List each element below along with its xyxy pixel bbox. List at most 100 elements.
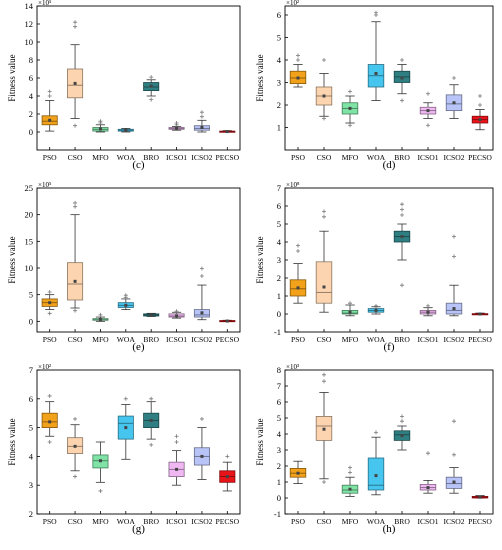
panel-label: (c) xyxy=(132,159,145,171)
y-tick-label: 15 xyxy=(25,236,34,246)
mean-marker xyxy=(200,126,204,129)
outlier-point xyxy=(225,454,230,459)
y-axis-label: Fitness value xyxy=(255,418,265,465)
y-tick-label: 5 xyxy=(29,423,33,433)
outlier-point xyxy=(47,94,52,98)
x-tick-label: BRO xyxy=(394,517,410,526)
y-tick-label: 6 xyxy=(277,10,281,20)
x-tick-label: CSO xyxy=(317,517,332,526)
x-tick-label: CSO xyxy=(68,153,83,162)
y-tick-label: 3 xyxy=(277,78,281,88)
x-tick-label: PECSO xyxy=(215,335,239,344)
box-PSO xyxy=(289,243,307,304)
y-tick-label: 3 xyxy=(277,445,281,455)
mean-marker xyxy=(322,427,326,431)
box-MFO xyxy=(92,441,109,493)
outlier-point xyxy=(47,290,52,294)
y-axis-label: Fitness value xyxy=(7,54,17,101)
x-tick-label: CSO xyxy=(317,153,332,162)
plot-frame xyxy=(36,187,241,333)
mean-marker xyxy=(374,474,378,478)
y-tick-label: 5 xyxy=(277,219,281,229)
box-PECSO xyxy=(219,454,236,492)
x-tick-label: PSO xyxy=(43,517,57,526)
outlier-point xyxy=(98,488,103,493)
mean-marker xyxy=(296,471,300,475)
outlier-point xyxy=(73,200,78,205)
box-ICSO2 xyxy=(193,266,210,321)
box-CSO xyxy=(67,20,84,128)
box-WOA xyxy=(117,396,134,460)
y-tick-label: 25 xyxy=(25,183,34,193)
x-tick-label: ICSO2 xyxy=(191,335,212,344)
mean-marker xyxy=(452,307,456,311)
y-axis-label: Fitness value xyxy=(255,54,265,101)
box-iqr xyxy=(315,261,333,304)
x-tick-label: MFO xyxy=(342,335,359,344)
y-tick-label: 10 xyxy=(25,37,34,47)
x-tick-label: BRO xyxy=(143,335,159,344)
x-tick-label: WOA xyxy=(367,335,386,344)
outlier-point xyxy=(400,202,404,207)
box-MFO xyxy=(92,312,109,322)
y-axis-label: Fitness value xyxy=(255,236,265,283)
outlier-point xyxy=(374,430,378,435)
x-tick-label: ICSO1 xyxy=(166,153,187,162)
x-tick-label: PECSO xyxy=(215,517,239,526)
box-ICSO2 xyxy=(445,234,463,317)
box-ICSO1 xyxy=(168,309,185,319)
box-PECSO xyxy=(219,319,236,323)
x-tick-label: WOA xyxy=(367,153,386,162)
box-WOA xyxy=(367,303,385,315)
mean-marker xyxy=(296,76,300,80)
x-tick-label: MFO xyxy=(92,153,109,162)
y-tick-label: 0 xyxy=(29,316,33,326)
y-tick-label: 20 xyxy=(25,210,34,220)
outlier-point xyxy=(400,419,404,424)
box-MFO xyxy=(341,89,359,128)
axis-multiplier: ×10² xyxy=(286,0,299,7)
outlier-point xyxy=(400,207,404,212)
x-tick-label: WOA xyxy=(117,153,136,162)
outlier-point xyxy=(98,312,103,317)
mean-marker xyxy=(98,317,102,321)
box-MFO xyxy=(92,119,109,133)
mean-marker xyxy=(400,235,404,239)
outlier-point xyxy=(322,379,326,384)
outlier-point xyxy=(98,119,103,124)
y-tick-label: -1 xyxy=(274,509,281,519)
y-tick-label: 4 xyxy=(277,429,282,439)
panel-3: -1 0 1 2 3 4 5 6 7 ×10⁸ Fitness value PSO CSO MFO WOA B… xyxy=(255,181,494,353)
outlier-point xyxy=(123,396,128,401)
box-MFO xyxy=(341,465,359,497)
y-tick-label: 1 xyxy=(277,291,281,301)
outlier-point xyxy=(174,309,179,314)
box-WOA xyxy=(117,293,134,311)
x-tick-label: ICSO2 xyxy=(191,517,212,526)
outlier-point xyxy=(400,414,404,419)
mean-marker xyxy=(175,126,179,130)
outlier-point xyxy=(174,434,179,439)
outlier-point xyxy=(199,274,204,278)
box-PSO xyxy=(41,393,58,444)
outlier-point xyxy=(73,474,78,479)
box-ICSO1 xyxy=(419,91,437,128)
y-tick-label: 2 xyxy=(29,109,33,119)
axis-multiplier: ×10³ xyxy=(286,363,299,371)
x-tick-label: ICSO1 xyxy=(417,335,438,344)
mean-marker xyxy=(73,279,77,283)
x-tick-label: CSO xyxy=(68,335,83,344)
mean-marker xyxy=(374,308,378,312)
mean-marker xyxy=(374,72,378,75)
box-PECSO xyxy=(471,312,489,316)
x-tick-label: PSO xyxy=(291,153,305,162)
mean-marker xyxy=(426,486,430,490)
outlier-point xyxy=(199,110,204,115)
box-ICSO1 xyxy=(168,434,185,486)
mean-marker xyxy=(175,467,179,471)
plot-frame xyxy=(36,369,241,515)
outlier-point xyxy=(452,452,456,457)
mean-marker xyxy=(98,127,102,131)
y-tick-label: 7 xyxy=(277,183,281,193)
